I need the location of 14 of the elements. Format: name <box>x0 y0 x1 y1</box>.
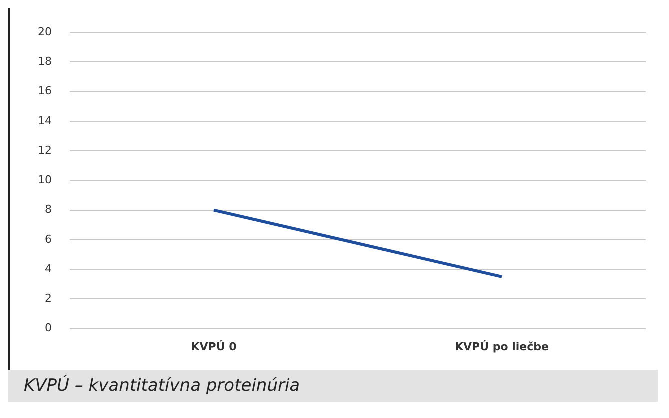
y-tick-label: 4 <box>44 262 52 276</box>
y-tick-label: 2 <box>44 292 52 306</box>
y-tick-label: 8 <box>44 203 52 216</box>
y-tick-label: 20 <box>38 25 52 38</box>
x-tick-label: KVPÚ po liečbe <box>455 339 549 354</box>
text: KVPÚ – kvantitatívna proteinúria <box>8 370 658 402</box>
y-tick-label: 18 <box>38 55 52 68</box>
y-tick-label: 6 <box>44 232 52 246</box>
y-tick-label: 10 <box>38 174 52 187</box>
y-tick-label: 0 <box>44 322 52 335</box>
y-tick-label: 16 <box>38 84 52 98</box>
x-tick-label: KVPÚ 0 <box>191 339 238 354</box>
y-tick-label: 12 <box>38 144 52 157</box>
y-tick-label: 14 <box>38 114 52 128</box>
